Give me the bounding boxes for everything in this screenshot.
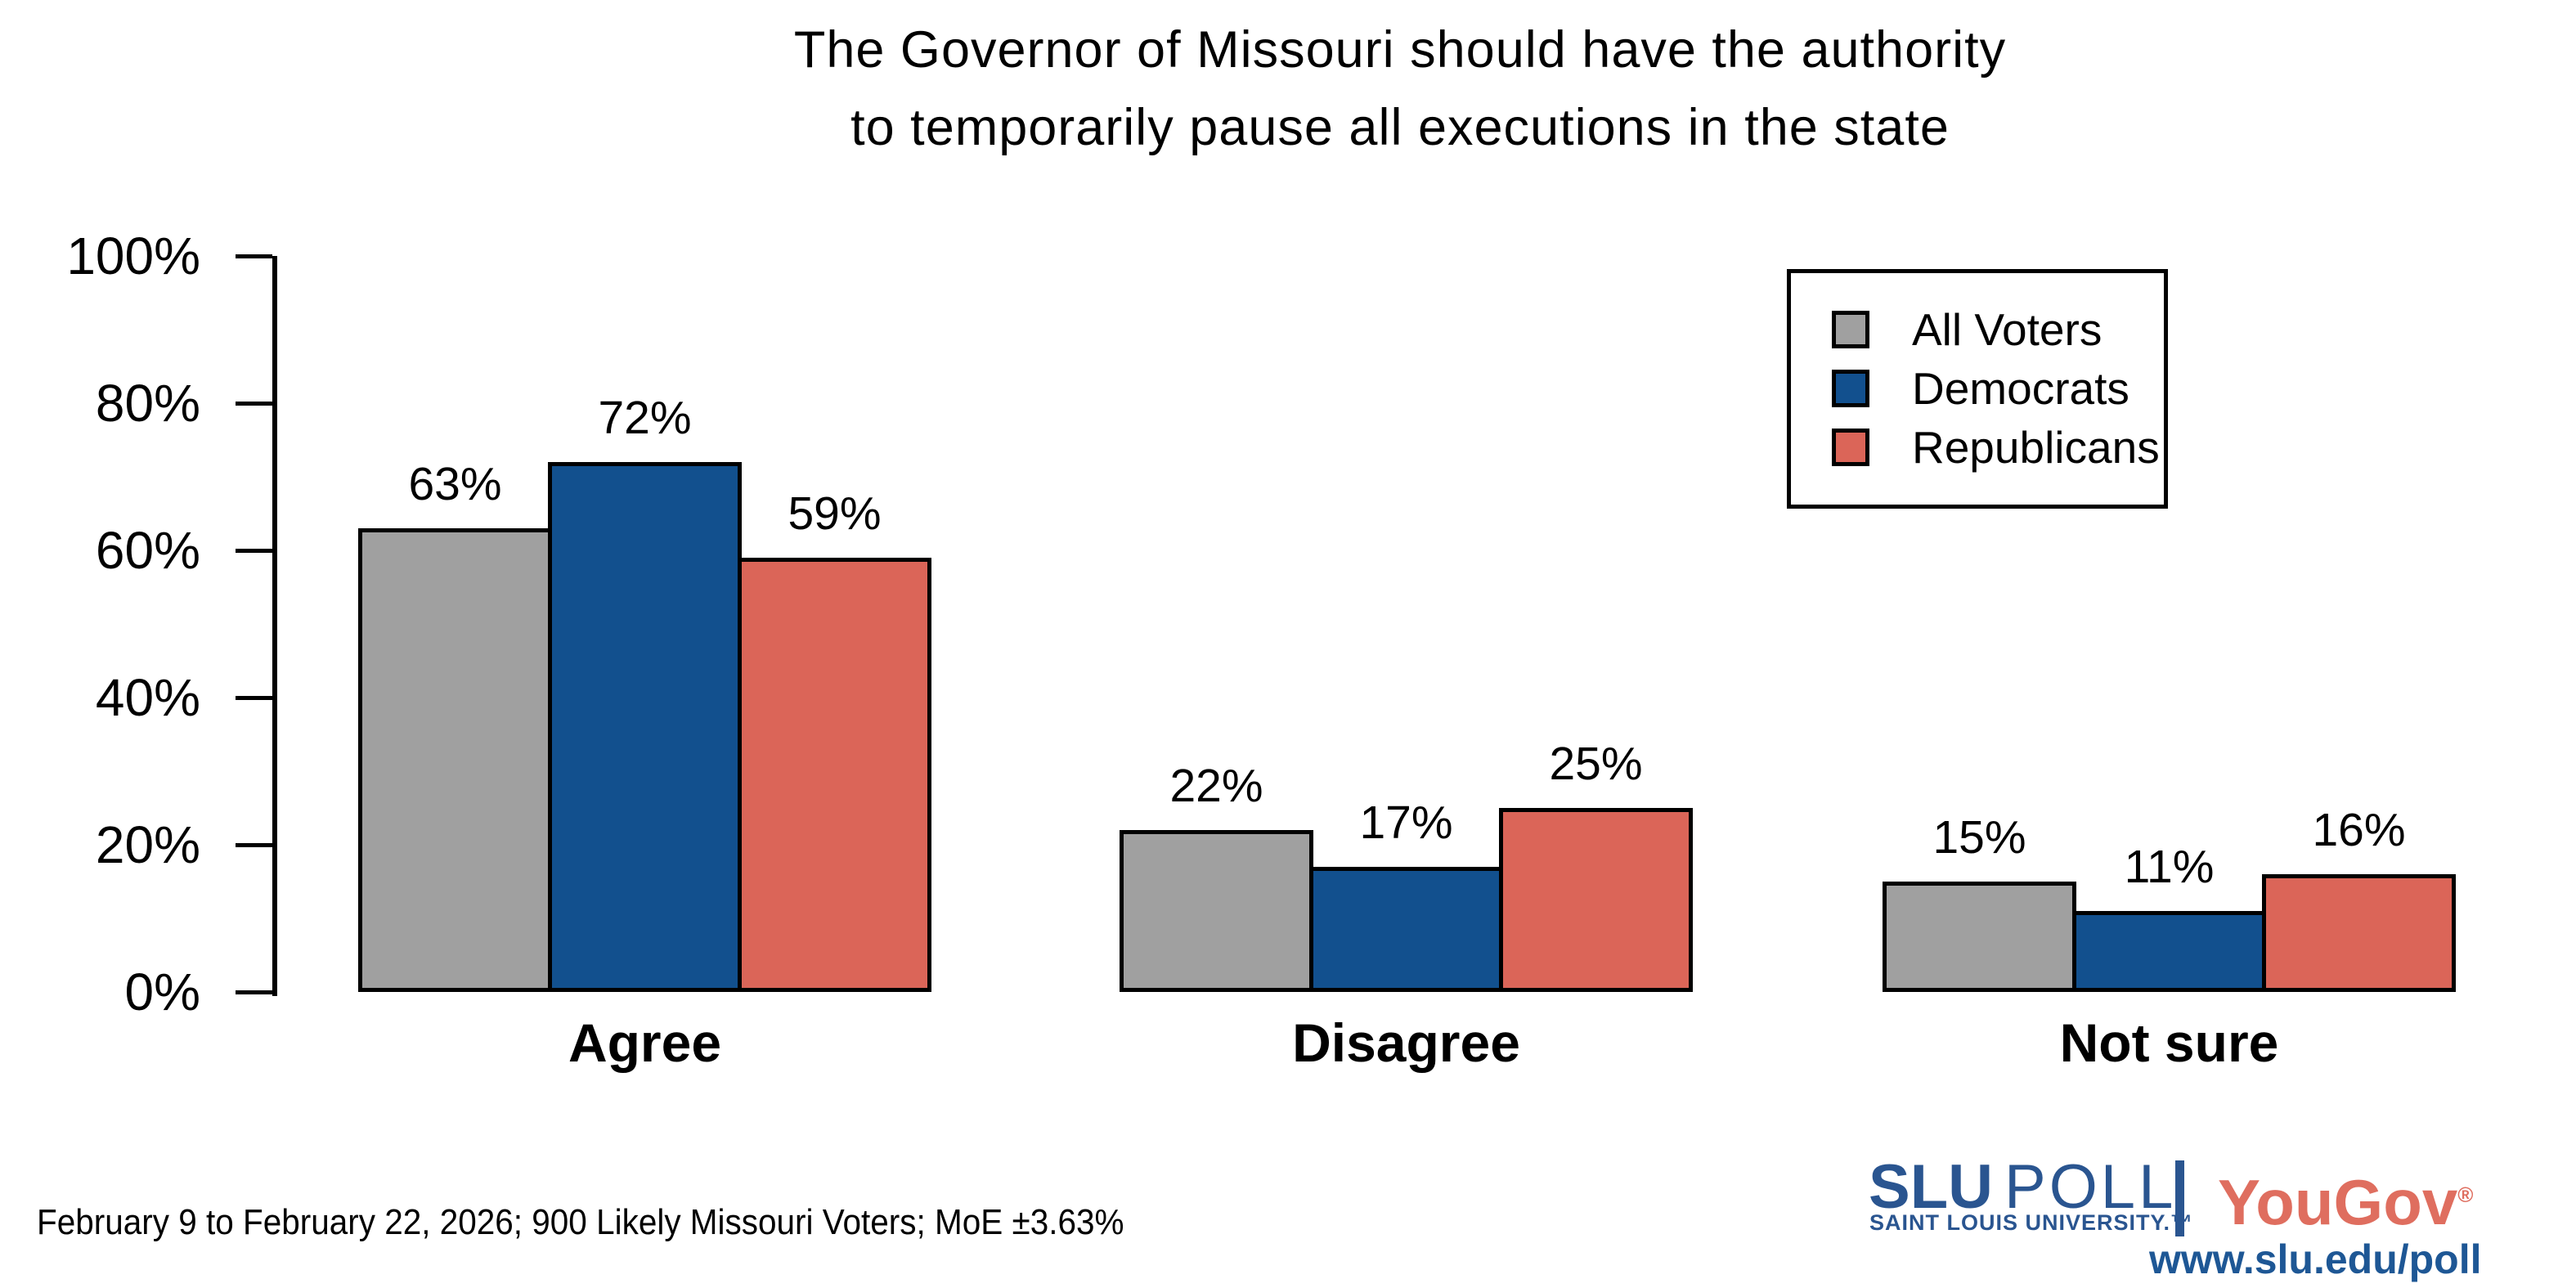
bar-republicans-disagree — [1499, 808, 1693, 992]
bar-value-label: 63% — [408, 458, 502, 510]
poll-logo-text: POLL — [2004, 1152, 2177, 1222]
x-axis-label-not-sure: Not sure — [2059, 1012, 2279, 1073]
legend: All Voters Democrats Republicans — [1787, 269, 2168, 509]
y-tick-label: 100% — [66, 227, 200, 285]
bar-democrats-disagree — [1309, 867, 1503, 992]
x-axis-label-agree: Agree — [568, 1012, 722, 1073]
bar-value-label: 25% — [1549, 738, 1643, 790]
bar-value-label: 16% — [2312, 804, 2406, 856]
slu-subtitle: SAINT LOUIS UNIVERSITY.™ — [1869, 1210, 2194, 1235]
y-tick-label: 40% — [95, 668, 200, 727]
chart-title-line1: The Governor of Missouri should have the… — [793, 21, 2007, 79]
bar-value-label: 11% — [2124, 841, 2215, 893]
bar-all-voters-not-sure — [1883, 882, 2076, 992]
legend-item-republicans: Republicans — [1791, 418, 2164, 477]
chart-title: The Governor of Missouri should have the… — [746, 11, 2054, 167]
legend-rows: All Voters Democrats Republicans — [1791, 273, 2164, 477]
legend-label: Republicans — [1912, 422, 2160, 473]
y-tick — [236, 843, 272, 847]
bar-value-label: 22% — [1169, 760, 1263, 812]
registered-mark: ® — [2457, 1183, 2474, 1207]
y-tick-label: 60% — [95, 521, 200, 580]
bar-value-label: 59% — [788, 487, 882, 540]
legend-item-democrats: Democrats — [1791, 359, 2164, 418]
y-tick — [236, 254, 272, 258]
y-tick — [236, 549, 272, 553]
bar-value-label: 17% — [1359, 797, 1453, 849]
legend-label: All Voters — [1912, 304, 2103, 355]
y-axis-line — [272, 256, 277, 996]
legend-swatch — [1832, 370, 1869, 407]
y-tick — [236, 402, 272, 406]
yougov-logo: YouGov® — [2218, 1163, 2473, 1234]
bar-democrats-agree — [548, 462, 742, 992]
y-tick-label: 80% — [95, 374, 200, 433]
y-tick — [236, 696, 272, 700]
bar-all-voters-disagree — [1120, 830, 1313, 992]
bar-value-label: 72% — [598, 392, 692, 444]
chart-title-line2: to temporarily pause all executions in t… — [850, 99, 1950, 156]
bar-all-voters-agree — [358, 528, 552, 992]
y-tick-label: 20% — [95, 815, 200, 874]
legend-swatch — [1832, 429, 1869, 466]
slu-logo-text: SLU — [1869, 1152, 1993, 1222]
y-tick-label: 0% — [124, 963, 201, 1021]
bar-republicans-agree — [738, 558, 931, 992]
yougov-logo-text: YouGov — [2218, 1166, 2458, 1238]
brand-divider — [2175, 1160, 2184, 1236]
bar-republicans-not-sure — [2262, 874, 2456, 992]
slu-poll-logo: SLU POLL — [1869, 1156, 2176, 1218]
legend-label: Democrats — [1912, 363, 2129, 414]
bar-value-label: 15% — [1932, 811, 2026, 864]
survey-footnote: February 9 to February 22, 2026; 900 Lik… — [37, 1202, 1124, 1242]
slu-poll-url: www.slu.edu/poll — [2149, 1236, 2482, 1282]
legend-swatch — [1832, 311, 1869, 348]
x-axis-label-disagree: Disagree — [1292, 1012, 1520, 1073]
y-tick — [236, 990, 272, 994]
legend-item-all-voters: All Voters — [1791, 300, 2164, 359]
bar-democrats-not-sure — [2072, 911, 2266, 992]
